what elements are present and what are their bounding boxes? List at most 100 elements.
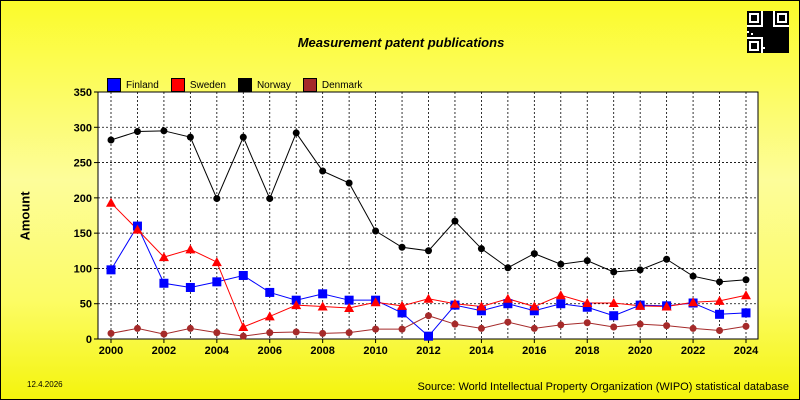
x-tick-label: 2020 — [628, 345, 652, 357]
data-point-finland — [609, 311, 619, 321]
data-point-finland — [265, 287, 275, 297]
data-point-finland — [424, 331, 433, 341]
data-point-finland — [344, 295, 354, 305]
y-tick-label: 100 — [74, 263, 92, 275]
data-point-sweden — [449, 298, 460, 308]
data-point-sweden — [397, 300, 408, 310]
x-tick-label: 2000 — [99, 345, 123, 357]
data-point-sweden — [185, 244, 196, 254]
legend-label: Norway — [256, 79, 291, 91]
data-point-denmark — [477, 324, 485, 332]
data-point-norway — [345, 179, 353, 187]
data-point-sweden — [502, 293, 513, 303]
data-point-norway — [186, 133, 194, 141]
legend-label: Sweden — [189, 79, 226, 91]
data-point-sweden — [106, 197, 116, 207]
data-point-norway — [530, 250, 538, 258]
x-tick-label: 2018 — [575, 345, 599, 357]
data-point-denmark — [372, 325, 380, 333]
data-point-sweden — [132, 224, 143, 234]
y-tick-label: 50 — [80, 299, 92, 311]
data-point-sweden — [529, 301, 540, 311]
data-point-norway — [504, 264, 512, 272]
data-point-denmark — [742, 322, 750, 330]
data-point-finland — [185, 282, 195, 292]
y-tick-label: 150 — [74, 228, 92, 240]
data-point-denmark — [557, 321, 565, 329]
data-point-norway — [451, 217, 459, 225]
qr-code-icon — [747, 11, 789, 53]
y-tick-label: 350 — [74, 87, 92, 99]
data-point-norway — [107, 136, 115, 144]
data-point-denmark — [319, 329, 327, 337]
legend-item-sweden: Sweden — [170, 78, 226, 92]
data-point-denmark — [266, 329, 274, 337]
x-tick-label: 2012 — [416, 345, 440, 357]
data-point-sweden — [238, 322, 249, 332]
data-point-norway — [663, 255, 671, 263]
data-point-norway — [610, 268, 618, 276]
data-point-finland — [503, 299, 513, 309]
data-point-sweden — [264, 311, 275, 321]
data-point-norway — [477, 245, 485, 253]
data-point-norway — [266, 195, 274, 203]
data-point-finland — [556, 299, 566, 309]
data-point-norway — [133, 128, 141, 136]
data-point-sweden — [714, 295, 725, 305]
data-point-norway — [742, 276, 750, 284]
y-tick-label: 250 — [74, 158, 92, 170]
x-tick-label: 2002 — [152, 345, 176, 357]
data-point-sweden — [741, 290, 751, 300]
legend-item-denmark: Denmark — [302, 78, 363, 92]
data-point-sweden — [635, 300, 646, 310]
data-point-sweden — [211, 257, 222, 267]
data-point-denmark — [530, 324, 538, 332]
data-point-finland — [741, 308, 751, 318]
data-point-finland — [318, 289, 328, 299]
data-point-sweden — [476, 301, 487, 311]
data-point-norway — [636, 266, 644, 274]
y-tick-label: 300 — [74, 122, 92, 134]
data-point-denmark — [504, 318, 512, 326]
data-point-denmark — [663, 322, 671, 330]
data-point-denmark — [716, 327, 724, 335]
data-point-sweden — [370, 297, 381, 307]
data-point-finland — [582, 302, 592, 312]
data-point-denmark — [107, 329, 115, 337]
x-tick-label: 2004 — [205, 345, 230, 357]
y-tick-label: 0 — [86, 334, 92, 346]
data-point-sweden — [688, 297, 699, 307]
data-point-norway — [425, 247, 432, 255]
data-point-denmark — [610, 323, 618, 331]
data-point-denmark — [425, 312, 432, 320]
data-point-sweden — [555, 290, 566, 300]
data-point-sweden — [582, 298, 593, 308]
data-point-denmark — [133, 324, 141, 332]
x-tick-label: 2016 — [522, 345, 546, 357]
data-point-finland — [212, 277, 222, 287]
data-point-denmark — [583, 319, 591, 327]
data-point-finland — [238, 270, 248, 280]
data-point-denmark — [689, 324, 697, 332]
data-point-sweden — [608, 298, 619, 308]
data-point-finland — [715, 309, 725, 319]
data-point-denmark — [636, 320, 644, 328]
y-tick-label: 200 — [74, 193, 92, 205]
x-tick-label: 2006 — [258, 345, 282, 357]
x-tick-label: 2008 — [310, 345, 334, 357]
data-point-denmark — [186, 324, 194, 332]
data-point-norway — [689, 272, 697, 280]
legend-label: Denmark — [321, 79, 363, 91]
data-point-norway — [398, 243, 406, 251]
chart-title: Measurement patent publications — [297, 35, 505, 50]
data-point-denmark — [160, 330, 168, 338]
data-point-sweden — [158, 252, 169, 262]
data-point-sweden — [291, 300, 302, 310]
source-note: Source: World Intellectual Property Orga… — [417, 381, 789, 393]
data-point-norway — [372, 227, 380, 235]
data-point-finland — [106, 265, 116, 275]
data-point-denmark — [239, 332, 247, 340]
x-tick-label: 2010 — [363, 345, 387, 357]
